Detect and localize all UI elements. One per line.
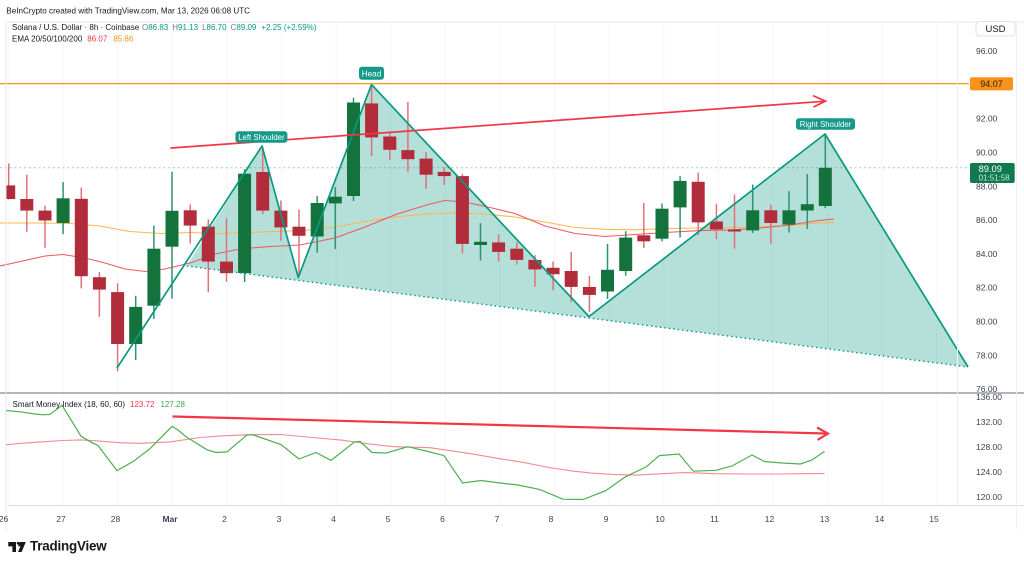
- svg-text:82.00: 82.00: [976, 283, 998, 293]
- svg-text:128.00: 128.00: [976, 442, 1002, 452]
- svg-text:01:51:58: 01:51:58: [979, 174, 1011, 183]
- svg-text:96.00: 96.00: [976, 46, 998, 56]
- svg-text:124.00: 124.00: [976, 467, 1002, 477]
- svg-text:27: 27: [56, 514, 66, 524]
- svg-text:8: 8: [549, 514, 554, 524]
- svg-text:78.00: 78.00: [976, 350, 998, 360]
- svg-text:94.07: 94.07: [980, 79, 1003, 89]
- svg-text:76.00: 76.00: [976, 384, 998, 394]
- svg-text:132.00: 132.00: [976, 417, 1002, 427]
- svg-text:12: 12: [765, 514, 775, 524]
- svg-text:86.00: 86.00: [976, 215, 998, 225]
- svg-text:11: 11: [710, 514, 719, 524]
- svg-text:92.00: 92.00: [976, 114, 998, 124]
- svg-text:Head: Head: [362, 69, 382, 78]
- svg-text:TradingView: TradingView: [30, 539, 107, 554]
- svg-text:89.09: 89.09: [979, 164, 1002, 174]
- svg-text:7: 7: [495, 514, 500, 524]
- svg-text:120.00: 120.00: [976, 492, 1002, 502]
- svg-text:9: 9: [604, 514, 609, 524]
- svg-text:2: 2: [222, 514, 227, 524]
- svg-text:Mar: Mar: [162, 514, 178, 524]
- svg-text:USD: USD: [985, 24, 1005, 35]
- svg-text:3: 3: [277, 514, 282, 524]
- svg-text:88.00: 88.00: [976, 181, 998, 191]
- svg-text:Solana / U.S. Dollar · 8h · Co: Solana / U.S. Dollar · 8h · Coinbase: [12, 23, 140, 32]
- svg-text:26: 26: [0, 514, 8, 524]
- svg-text:90.00: 90.00: [976, 148, 998, 158]
- svg-text:80.00: 80.00: [976, 317, 998, 327]
- svg-text:Left Shoulder: Left Shoulder: [238, 133, 285, 142]
- svg-text:6: 6: [440, 514, 445, 524]
- svg-text:136.00: 136.00: [976, 392, 1002, 402]
- svg-text:Right Shoulder: Right Shoulder: [800, 120, 852, 129]
- svg-text:4: 4: [331, 514, 336, 524]
- svg-text:BeInCrypto created with Tradin: BeInCrypto created with TradingView.com,…: [6, 7, 250, 16]
- svg-text:5: 5: [386, 514, 391, 524]
- svg-text:14: 14: [875, 514, 885, 524]
- svg-text:15: 15: [929, 514, 939, 524]
- svg-text:84.00: 84.00: [976, 249, 998, 259]
- svg-text:28: 28: [111, 514, 121, 524]
- svg-text:10: 10: [655, 514, 665, 524]
- svg-text:Smart Money Index (18, 60, 60): Smart Money Index (18, 60, 60) 123.72 127.…: [13, 400, 186, 409]
- svg-text:13: 13: [820, 514, 830, 524]
